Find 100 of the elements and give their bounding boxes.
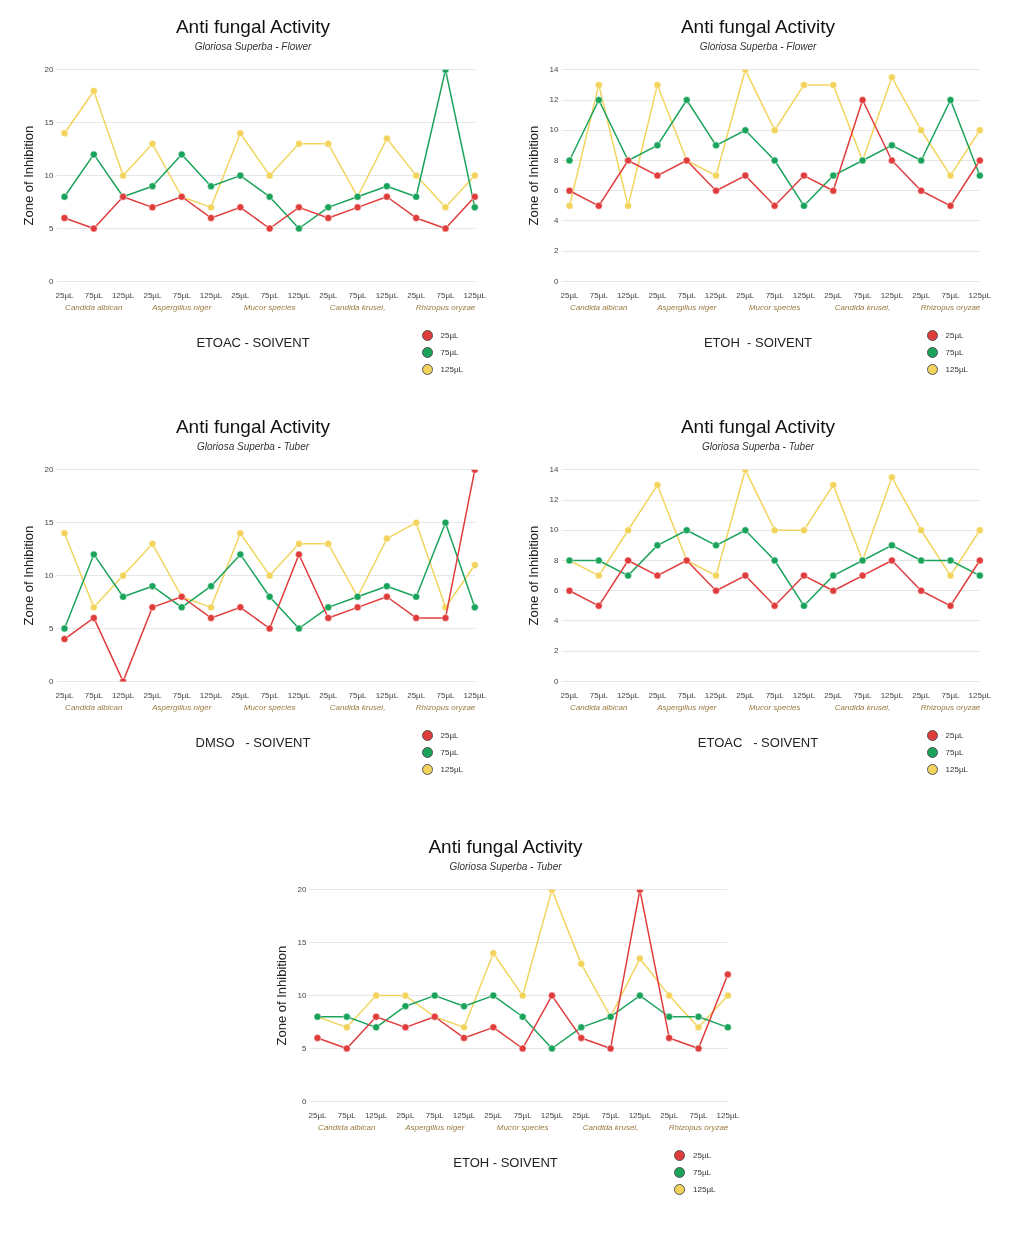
text: Candida albican <box>65 303 124 313</box>
y-tick-label: 15 <box>44 517 55 527</box>
point <box>60 529 69 538</box>
point <box>60 193 69 201</box>
x-tick-label: 25µL <box>912 691 931 701</box>
point <box>976 156 984 165</box>
point <box>471 561 479 569</box>
x-tick-label: 125µL <box>199 691 223 701</box>
point <box>148 182 157 190</box>
y-tick-label: 20 <box>297 885 307 894</box>
point <box>595 571 603 580</box>
point <box>313 1034 321 1042</box>
point <box>265 193 274 201</box>
x-tick-label: 125µL <box>704 691 728 701</box>
x-tick-label: 25µL <box>824 291 843 301</box>
point <box>371 991 380 1000</box>
x-tick-label: 75µL <box>601 1111 620 1121</box>
point <box>236 603 245 612</box>
point <box>653 171 662 180</box>
point <box>653 541 662 550</box>
point <box>547 1044 556 1053</box>
point <box>624 571 632 580</box>
y-tick-label: 4 <box>554 216 560 226</box>
x-tick-label: 125µL <box>111 691 135 701</box>
point <box>829 186 838 195</box>
point <box>119 571 127 580</box>
text: Aspergillus niger <box>403 1123 465 1133</box>
x-tick-label: 75µL <box>348 291 368 301</box>
point <box>383 593 391 601</box>
point <box>800 202 808 210</box>
x-tick-label: 75µL <box>260 691 280 701</box>
point <box>441 203 450 212</box>
y-tick-label: 5 <box>49 223 55 233</box>
text: Mucor species <box>748 303 801 313</box>
y-tick-label: 12 <box>549 95 560 105</box>
point <box>653 571 662 580</box>
point <box>441 224 450 233</box>
x-tick-label: 125µL <box>287 291 311 301</box>
point <box>770 202 779 210</box>
legend-label: 125µL <box>945 365 968 374</box>
point <box>976 126 984 135</box>
point <box>946 602 955 610</box>
point <box>770 526 779 535</box>
x-tick-label: 125µL <box>287 691 311 701</box>
point <box>60 635 69 643</box>
point <box>342 1023 351 1032</box>
text: Mucor species <box>496 1123 548 1133</box>
point <box>342 1013 351 1021</box>
point <box>489 991 497 1000</box>
x-tick-label: 75µL <box>436 291 456 301</box>
chart-title: Anti fungal Activity <box>427 836 584 858</box>
text: Aspergillus niger <box>656 703 717 713</box>
point <box>60 624 69 633</box>
point <box>324 540 333 548</box>
point <box>946 202 955 210</box>
x-tick-label: 125µL <box>375 691 399 701</box>
point <box>430 991 438 1000</box>
chart-title: Anti fungal Activity <box>174 416 332 438</box>
y-tick-label: 2 <box>554 646 560 656</box>
chart-title: Anti fungal Activity <box>679 16 837 38</box>
x-tick-label: 25µL <box>912 291 931 301</box>
x-tick-label: 25µL <box>55 691 75 701</box>
x-tick-label: 125µL <box>880 291 904 301</box>
point <box>976 556 984 565</box>
point <box>565 186 574 195</box>
point <box>595 202 603 210</box>
legend-label: 75µL <box>440 748 459 757</box>
text: Mucor species <box>748 703 801 713</box>
x-tick-label: 75µL <box>689 1111 708 1121</box>
point <box>858 571 867 580</box>
x-tick-label: 25µL <box>231 291 250 301</box>
x-tick-label: 75µL <box>84 691 104 701</box>
point <box>236 550 245 559</box>
point <box>741 126 750 135</box>
point <box>694 1023 702 1032</box>
x-tick-label: 75µL <box>513 1111 532 1121</box>
point <box>177 150 186 159</box>
y-tick-label: 5 <box>49 623 55 633</box>
x-tick-label: 125µL <box>880 691 904 701</box>
point <box>207 214 215 222</box>
point <box>800 81 808 89</box>
point <box>90 150 98 159</box>
y-tick-label: 10 <box>44 170 55 180</box>
x-tick-label: 25µL <box>319 291 338 301</box>
point <box>723 991 732 1000</box>
point <box>471 193 479 201</box>
point <box>518 991 526 1000</box>
text: Candida krusei, <box>329 303 386 313</box>
x-tick-label: 75µL <box>941 291 961 301</box>
x-tick-label: 75µL <box>589 291 609 301</box>
x-axis-title: ETOAC - SOIVENT <box>697 735 819 750</box>
point <box>741 571 750 580</box>
point <box>518 1044 526 1053</box>
y-tick-label: 4 <box>554 616 560 626</box>
y-tick-label: 0 <box>554 276 560 286</box>
point <box>682 526 691 535</box>
point <box>946 171 955 180</box>
x-tick-label: 125µL <box>540 1111 564 1121</box>
point <box>236 171 245 180</box>
text: Rhizopus oryzae <box>415 303 476 313</box>
